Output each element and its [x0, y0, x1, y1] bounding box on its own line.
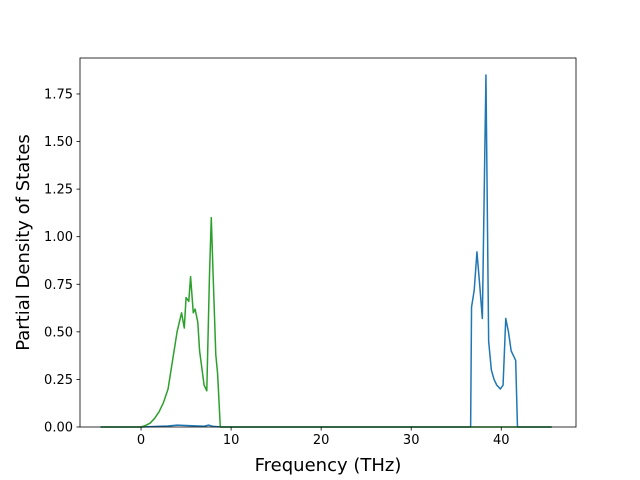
y-tick-label: 1.25 — [44, 183, 73, 198]
y-tick-label: 0.00 — [44, 421, 73, 436]
y-tick-label: 0.50 — [44, 325, 73, 340]
y-tick-label: 1.00 — [44, 230, 73, 245]
x-tick-label: 10 — [223, 433, 240, 448]
x-tick-label: 30 — [403, 433, 420, 448]
y-tick-label: 0.25 — [44, 373, 73, 388]
x-axis-label: Frequency (THz) — [255, 455, 402, 476]
x-tick-label: 20 — [313, 433, 330, 448]
y-tick-label: 1.50 — [44, 135, 73, 150]
x-tick-label: 0 — [137, 433, 145, 448]
data-line — [100, 74, 552, 428]
x-tick-label: 40 — [493, 433, 510, 448]
plot-frame — [79, 57, 577, 428]
y-axis-label: Partial Density of States — [13, 134, 34, 351]
y-tick-label: 1.75 — [44, 87, 73, 102]
data-line — [100, 216, 552, 428]
y-tick-label: 0.75 — [44, 278, 73, 293]
